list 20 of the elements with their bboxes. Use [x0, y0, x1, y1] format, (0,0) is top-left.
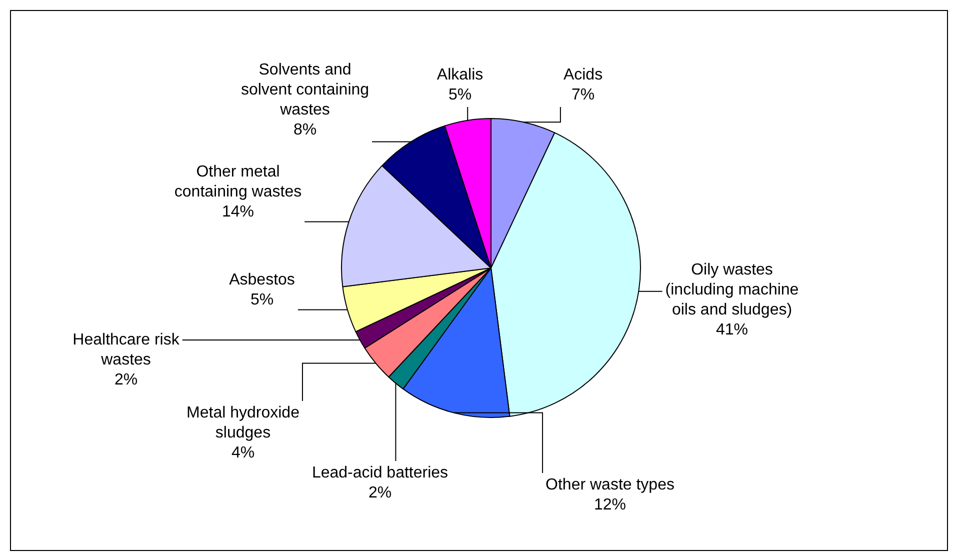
slice-label: Asbestos [229, 271, 295, 288]
data-label: 2% [368, 484, 392, 502]
data-label: 5% [448, 86, 472, 104]
slice-label: Healthcare risk wastes [72, 331, 180, 368]
slice-label: Lead-acid batteries [312, 464, 448, 482]
slice-label: Solvents and solvent containing wastes [240, 61, 370, 118]
data-label: 7% [571, 86, 595, 104]
data-label: 41% [716, 321, 748, 338]
slice-label: Acids [563, 66, 603, 84]
slice-label: Alkalis [436, 66, 484, 84]
data-label: 8% [293, 121, 317, 138]
slice-label: Other metal containing wastes [174, 163, 302, 200]
data-label: 2% [114, 371, 138, 388]
slice-label: Oily wastes (including machine oils and sludges) [665, 261, 799, 318]
data-label: 14% [222, 203, 254, 220]
data-label: 12% [594, 496, 626, 514]
data-label: 5% [250, 291, 274, 308]
data-label: 4% [231, 444, 255, 462]
slice-label: Other waste types [546, 476, 674, 494]
slice-label: Metal hydroxide sludges [186, 404, 300, 442]
